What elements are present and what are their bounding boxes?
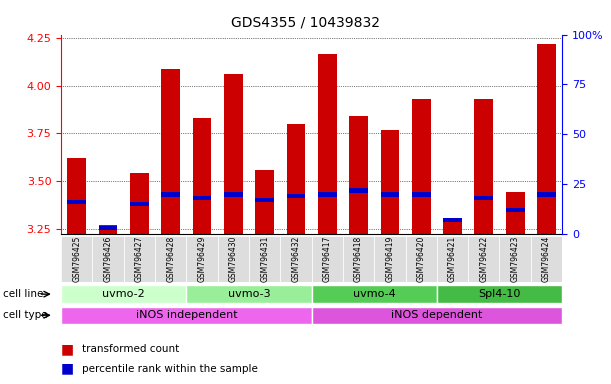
Bar [412,192,431,197]
Bar [287,194,306,199]
Bar [406,236,437,282]
Bar [99,225,117,234]
Bar [443,218,462,222]
Bar [287,124,306,234]
Bar [318,54,337,234]
Text: GSM796418: GSM796418 [354,236,363,282]
Text: cell type: cell type [3,310,48,320]
Bar [437,285,562,303]
Bar [412,99,431,234]
Text: iNOS dependent: iNOS dependent [391,310,483,320]
Bar [161,69,180,234]
Bar [506,208,524,212]
Bar [61,307,312,324]
Bar [500,236,531,282]
Bar [381,130,400,234]
Bar [123,236,155,282]
Bar [374,236,406,282]
Text: cell line: cell line [3,289,43,299]
Bar [381,192,400,197]
Bar [218,236,249,282]
Bar [537,192,556,197]
Bar [130,202,149,207]
Bar [312,307,562,324]
Bar [186,285,312,303]
Bar [255,198,274,202]
Bar [312,285,437,303]
Bar [280,236,312,282]
Bar [192,196,211,200]
Bar [443,219,462,234]
Text: GSM796424: GSM796424 [542,236,551,282]
Text: GSM796421: GSM796421 [448,236,457,282]
Bar [475,99,493,234]
Bar [67,200,86,205]
Text: uvmo-3: uvmo-3 [228,289,270,299]
Bar [437,236,468,282]
Bar [99,226,117,230]
Text: GSM796426: GSM796426 [104,236,112,282]
Bar [224,192,243,197]
Text: uvmo-4: uvmo-4 [353,289,395,299]
Text: GSM796428: GSM796428 [166,236,175,282]
Text: uvmo-2: uvmo-2 [103,289,145,299]
Text: GSM796430: GSM796430 [229,236,238,283]
Bar [537,44,556,234]
Bar [130,174,149,234]
Text: Spl4-10: Spl4-10 [478,289,521,299]
Text: transformed count: transformed count [82,344,180,354]
Bar [61,236,92,282]
Text: GSM796427: GSM796427 [135,236,144,282]
Bar [249,236,280,282]
Text: GSM796431: GSM796431 [260,236,269,282]
Text: percentile rank within the sample: percentile rank within the sample [82,364,258,374]
Bar [531,236,562,282]
Text: GSM796420: GSM796420 [417,236,426,282]
Bar [318,192,337,197]
Bar [312,236,343,282]
Bar [475,196,493,200]
Text: GSM796419: GSM796419 [386,236,394,282]
Bar [67,158,86,234]
Bar [255,170,274,234]
Bar [61,285,186,303]
Text: GSM796417: GSM796417 [323,236,332,282]
Bar [186,236,218,282]
Text: GSM796423: GSM796423 [511,236,519,282]
Bar [92,236,123,282]
Bar [192,118,211,234]
Bar [349,188,368,192]
Text: GSM796422: GSM796422 [480,236,488,282]
Bar [349,116,368,234]
Text: GSM796432: GSM796432 [291,236,301,282]
Bar [506,192,524,234]
Text: GSM796429: GSM796429 [197,236,207,282]
Bar [224,74,243,234]
Bar [343,236,375,282]
Bar [468,236,500,282]
Bar [161,192,180,197]
Text: GDS4355 / 10439832: GDS4355 / 10439832 [231,15,380,29]
Bar [155,236,186,282]
Text: ■: ■ [61,343,74,356]
Text: GSM796425: GSM796425 [72,236,81,282]
Text: ■: ■ [61,362,74,376]
Text: iNOS independent: iNOS independent [136,310,237,320]
